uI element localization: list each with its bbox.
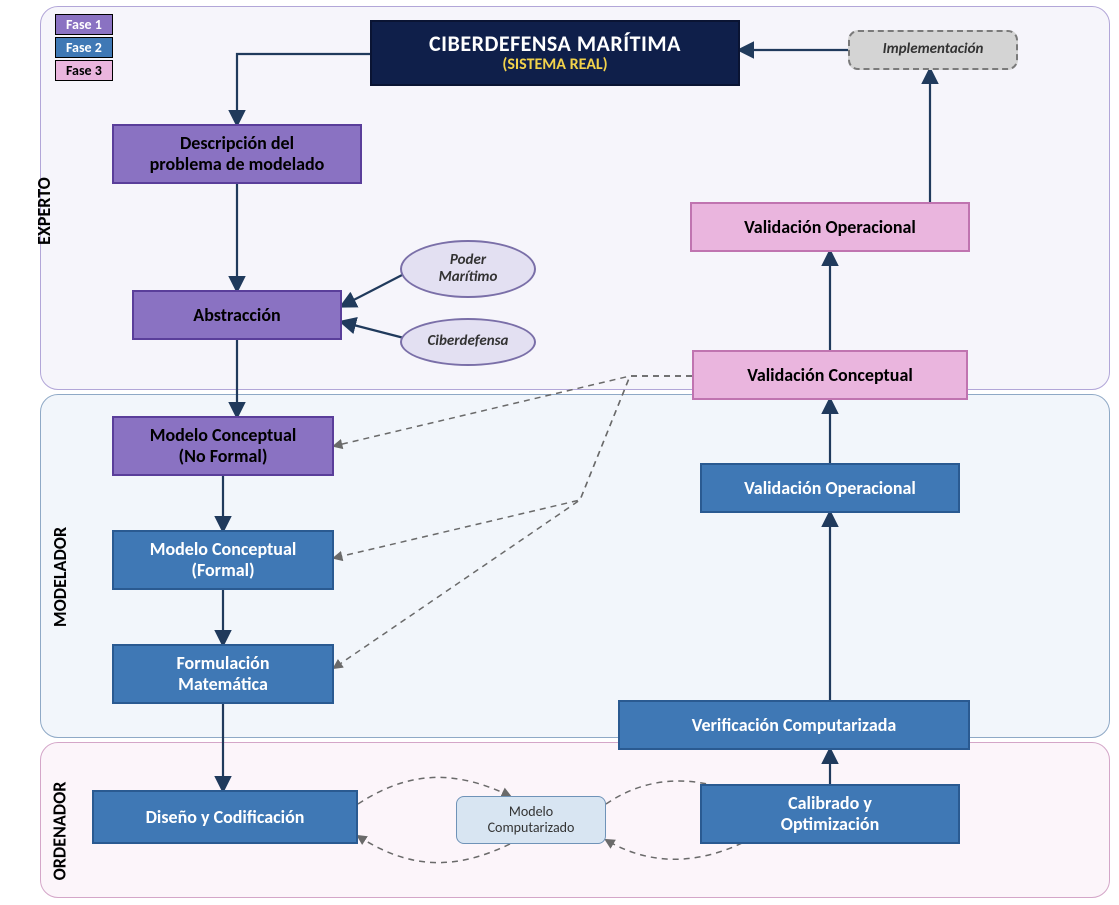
region-label-experto: EXPERTO	[33, 177, 55, 245]
phase-legend: Fase 1 Fase 2 Fase 3	[55, 14, 113, 81]
node-validacion-operacional: Validación Operacional	[690, 202, 970, 252]
node-validacion-conceptual: Validación Conceptual	[692, 350, 968, 400]
legend-phase1: Fase 1	[55, 14, 113, 35]
node-calibrado-optimizacion: Calibrado y Optimización	[700, 784, 960, 844]
node-verificacion-computarizada: Verificación Computarizada	[618, 700, 970, 750]
region-label-ordenador: ORDENADOR	[48, 782, 70, 881]
legend-phase2: Fase 2	[55, 37, 113, 58]
title-main: CIBERDEFENSA MARÍTIMA	[429, 31, 681, 56]
diagram-root: EXPERTO MODELADOR ORDENADOR Fase 1 Fase …	[0, 0, 1119, 905]
node-validacion-operacional-2: Validación Operacional	[700, 463, 960, 513]
legend-phase3: Fase 3	[55, 60, 113, 81]
title-sub: (SISTEMA REAL)	[502, 56, 607, 74]
node-implementacion: Implementación	[848, 30, 1018, 70]
node-title: CIBERDEFENSA MARÍTIMA (SISTEMA REAL)	[370, 20, 740, 86]
node-modelo-computarizado: Modelo Computarizado	[456, 796, 606, 844]
node-ciberdefensa: Ciberdefensa	[400, 318, 536, 366]
node-poder-maritimo: Poder Marítimo	[400, 240, 536, 298]
node-formulacion-matematica: Formulación Matemática	[112, 644, 334, 704]
region-label-modelador: MODELADOR	[49, 527, 71, 627]
node-modelo-conceptual-formal: Modelo Conceptual (Formal)	[112, 530, 334, 590]
node-abstraccion: Abstracción	[132, 290, 342, 340]
node-descripcion: Descripción del problema de modelado	[112, 124, 362, 184]
node-diseno-codificacion: Diseño y Codificación	[92, 790, 358, 844]
node-modelo-conceptual-no-formal: Modelo Conceptual (No Formal)	[112, 416, 334, 476]
